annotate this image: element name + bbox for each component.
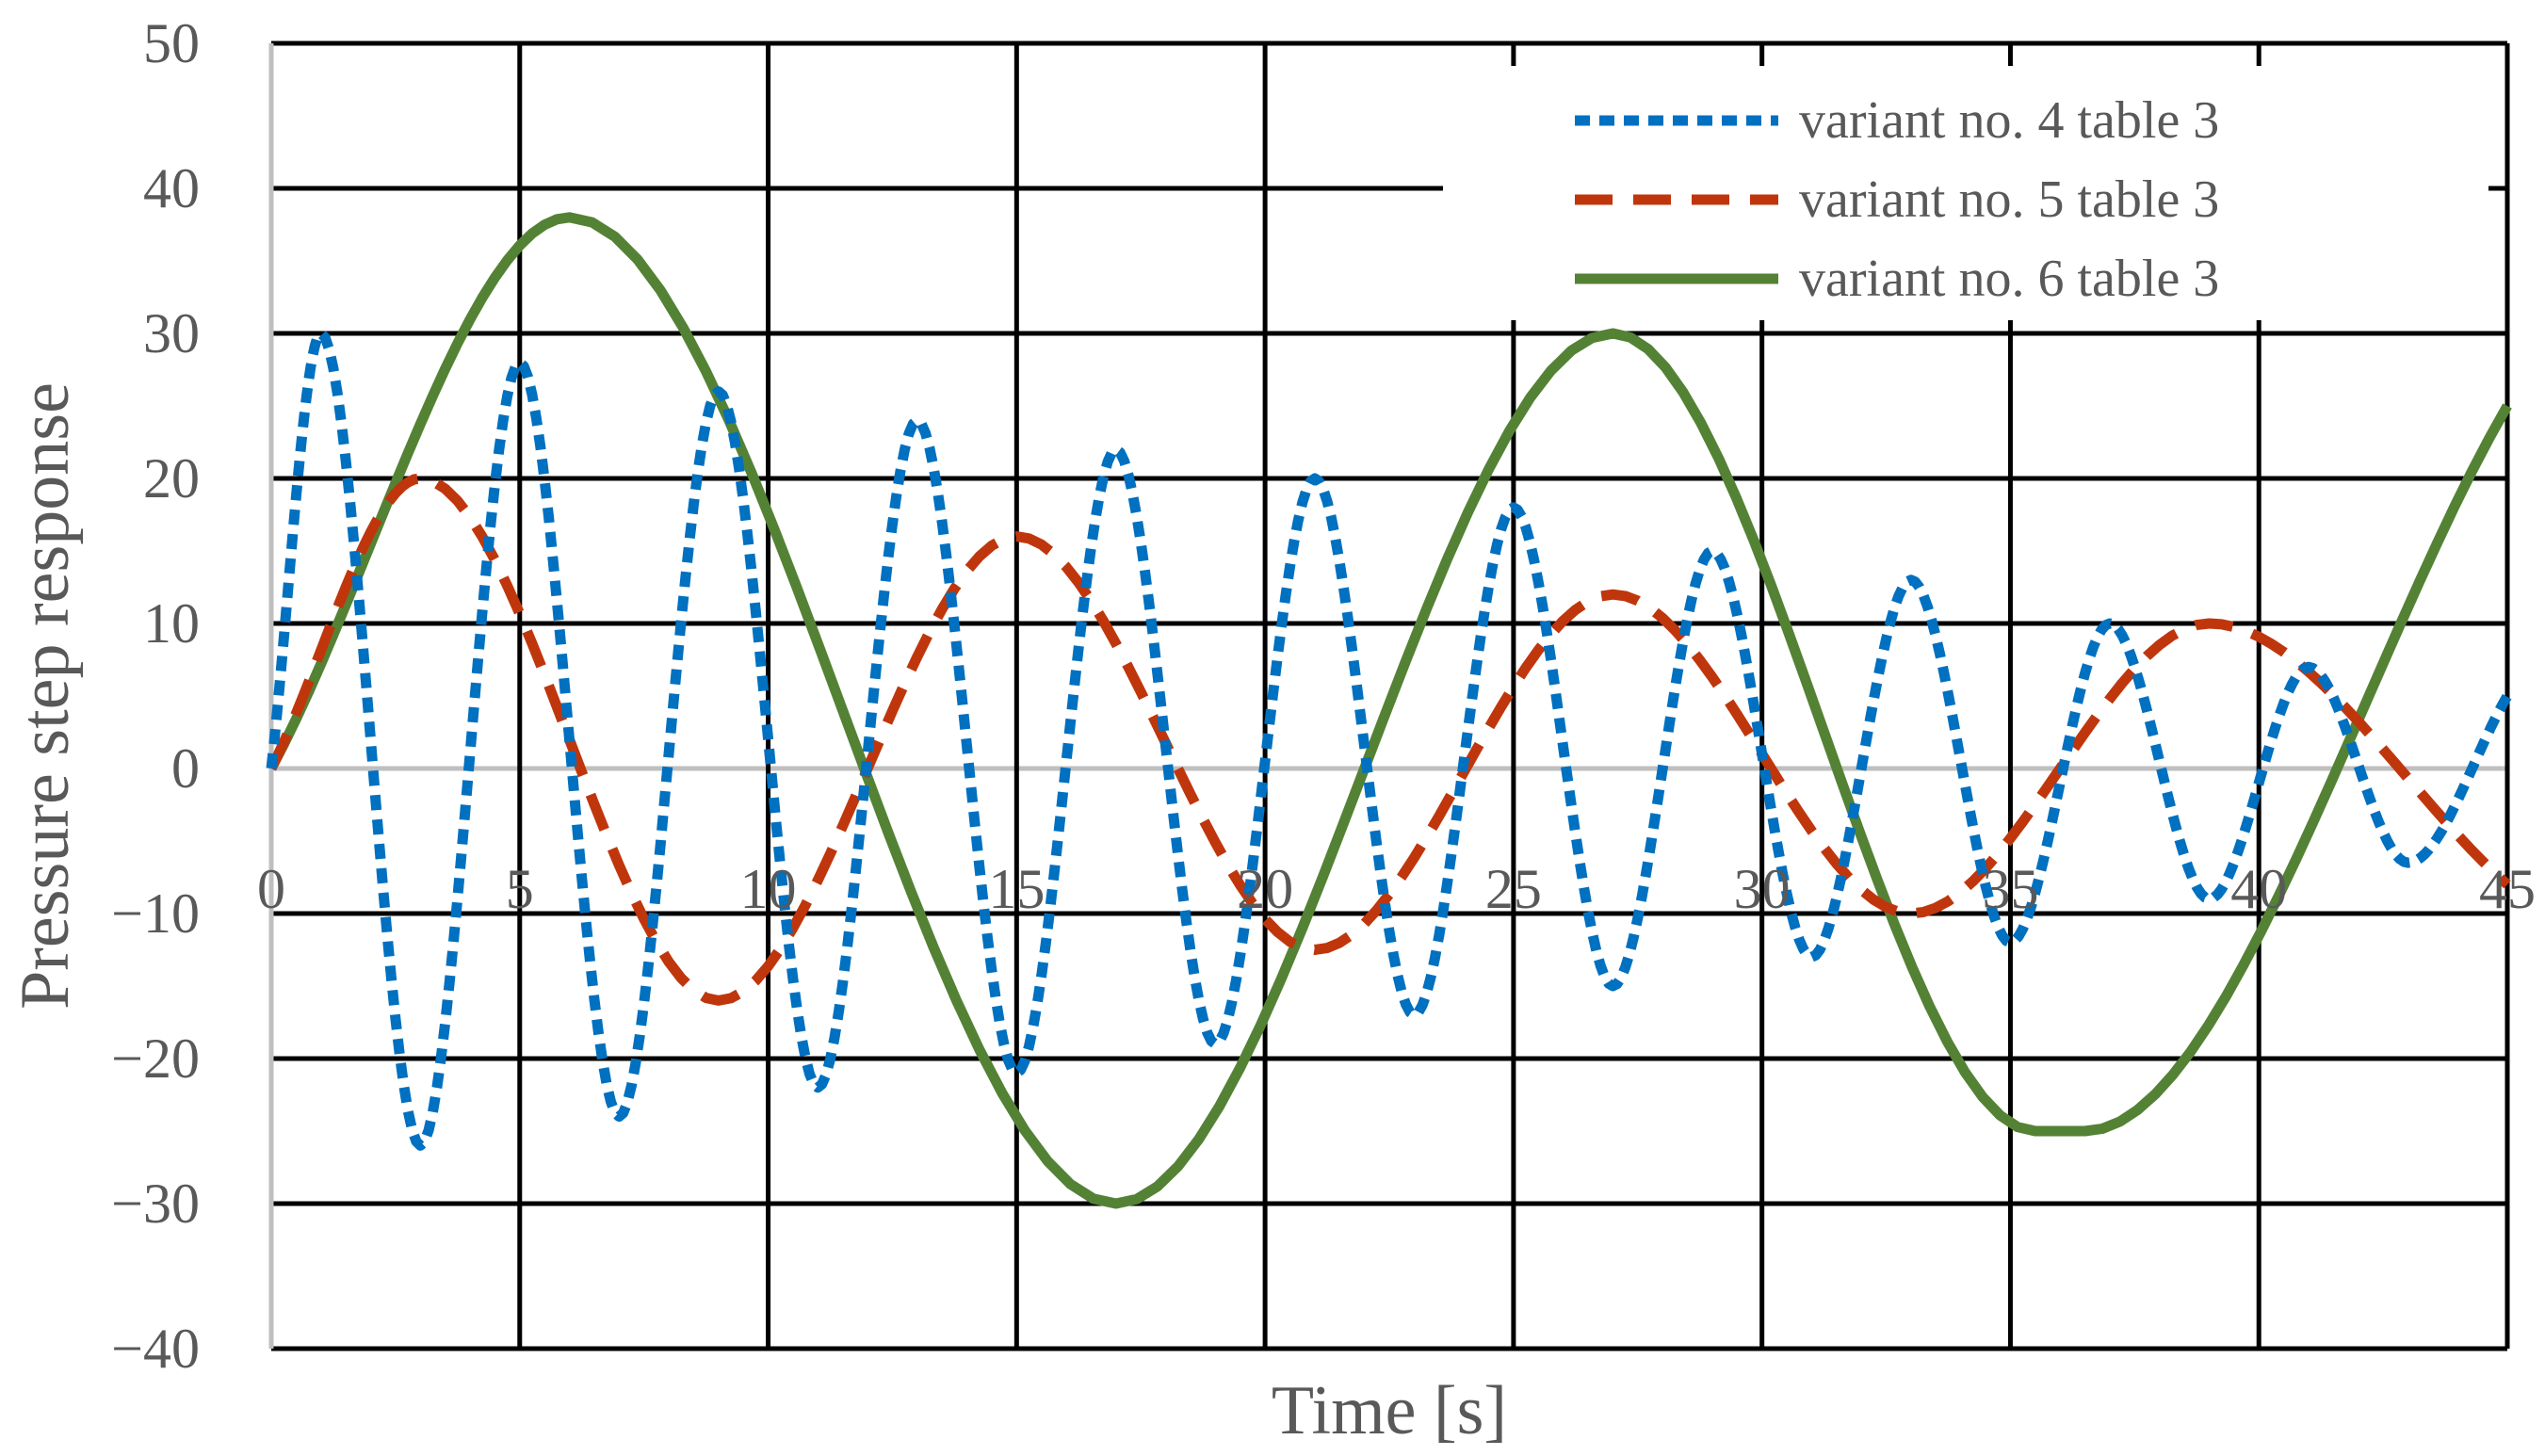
legend-label-1: variant no. 4 table 3 xyxy=(1799,91,2219,150)
series-lines xyxy=(266,212,2512,1209)
legend: variant no. 4 table 3 variant no. 5 table… xyxy=(1443,66,2488,320)
series-line-3 xyxy=(267,212,2512,1209)
series-line-2 xyxy=(267,473,2511,1006)
y-tick-label: 40 xyxy=(143,157,200,219)
y-tick-label: 30 xyxy=(143,302,200,364)
y-tick-label: 20 xyxy=(143,447,200,510)
x-tick-label: 5 xyxy=(506,858,534,920)
y-tick-label: 0 xyxy=(171,737,200,800)
y-axis-title: Pressure step response xyxy=(7,382,84,1010)
x-axis-title: Time [s] xyxy=(1272,1372,1507,1449)
tick-labels: 50 40 30 20 10 0 −10 −20 −30 −40 0 5 10 15 20 25 30 35 40 4… xyxy=(111,12,2536,1380)
x-tick-label: 25 xyxy=(1485,858,1542,920)
x-tick-label: 40 xyxy=(2230,858,2287,920)
y-tick-label: −10 xyxy=(111,882,200,945)
x-tick-label: 20 xyxy=(1237,858,1293,920)
legend-label-2: variant no. 5 table 3 xyxy=(1799,170,2219,229)
y-tick-label: 50 xyxy=(143,12,200,74)
legend-label-3: variant no. 6 table 3 xyxy=(1799,250,2219,308)
y-tick-label: −30 xyxy=(111,1173,200,1235)
y-tick-label: −40 xyxy=(111,1318,200,1380)
x-tick-label: 45 xyxy=(2479,858,2536,920)
series-line-1 xyxy=(266,328,2512,1151)
grid xyxy=(268,40,2510,1351)
y-tick-label: 10 xyxy=(143,592,200,655)
x-tick-label: 15 xyxy=(988,858,1045,920)
x-tick-label: 35 xyxy=(1982,858,2038,920)
y-tick-label: −20 xyxy=(111,1027,200,1090)
x-tick-label: 30 xyxy=(1734,858,1791,920)
x-tick-label: 10 xyxy=(740,858,797,920)
x-tick-label: 0 xyxy=(257,858,285,920)
